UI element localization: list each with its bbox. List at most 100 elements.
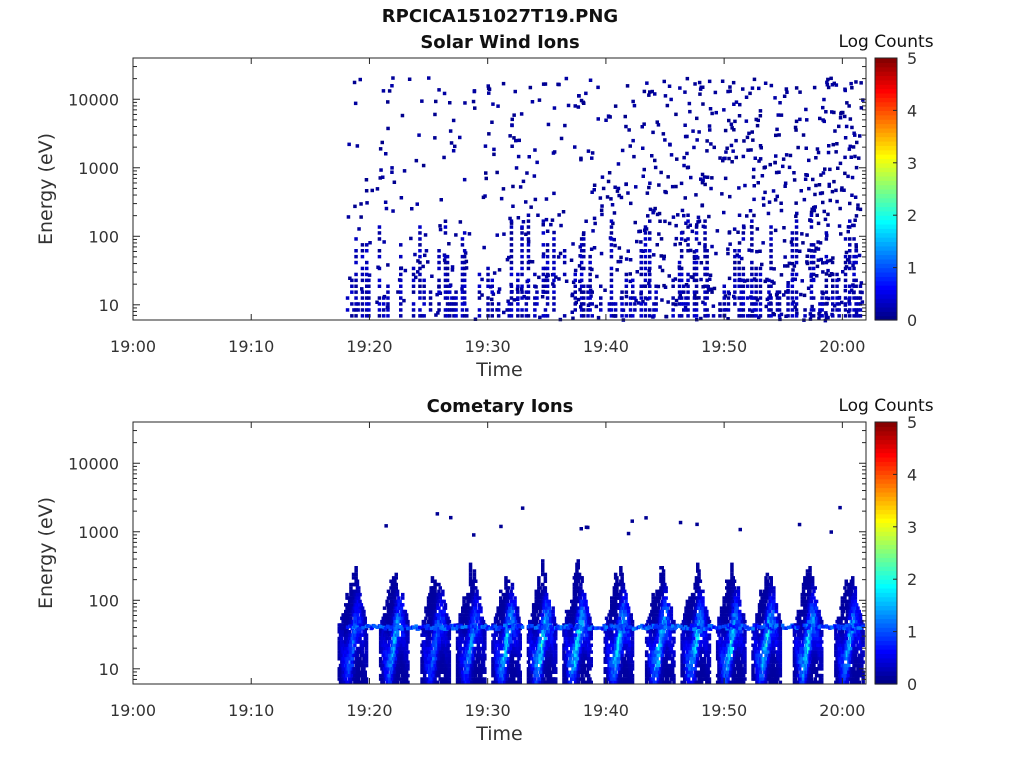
heatmap-cell [647,93,651,97]
heatmap-cell [608,115,612,119]
heatmap-cell [582,314,586,318]
heatmap-cell [448,101,452,105]
heatmap-cell [725,146,729,150]
heatmap-cell [730,160,734,164]
heatmap-cell [461,636,465,641]
heatmap-cell [426,657,431,661]
heatmap-cell [804,173,808,177]
heatmap-cell [705,139,709,143]
heatmap-cell [450,296,454,300]
heatmap-cell [567,616,571,621]
heatmap-cell [769,266,773,271]
heatmap-cell [613,308,618,312]
heatmap-cell [364,680,369,685]
heatmap-cell [573,278,577,283]
heatmap-cell [501,592,506,597]
heatmap-cell [509,272,514,277]
heatmap-cell [501,670,506,674]
heatmap-cell [726,251,730,256]
heatmap-cell [462,260,467,265]
heatmap-cell [581,650,586,654]
heatmap-cell [628,296,633,300]
heatmap-cell [509,596,513,600]
heatmap-cell [468,660,473,664]
heatmap-cell [545,296,550,300]
heatmap-cell [481,660,486,664]
heatmap-cell [849,155,853,159]
heatmap-cell [454,290,458,294]
heatmap-cell [360,296,365,300]
heatmap-cell [337,657,341,661]
heatmap-cell [424,633,428,637]
heatmap-cell [552,616,557,621]
heatmap-cell [535,673,540,678]
heatmap-cell [476,613,481,617]
heatmap-cell [853,154,857,159]
heatmap-cell [564,660,569,664]
heatmap-cell [389,660,393,664]
heatmap-cell [692,302,697,306]
heatmap-cell [483,677,487,681]
heatmap-cell [794,290,799,294]
heatmap-cell [794,201,798,205]
heatmap-cell [586,613,591,617]
heatmap-cell [782,239,787,243]
heatmap-cell [676,213,680,217]
heatmap-cell [516,216,521,220]
heatmap-cell [406,619,410,624]
heatmap-cell [345,296,350,300]
heatmap-cell [599,251,604,256]
heatmap-cell [609,314,614,318]
heatmap-cell [347,636,352,641]
heatmap-cell [756,118,760,123]
heatmap-cell [775,194,779,199]
heatmap-cell [783,255,787,259]
heatmap-cell [604,640,609,644]
heatmap-cell [856,296,860,300]
heatmap-cell [438,613,442,617]
heatmap-cell [573,268,578,273]
heatmap-cell [854,302,858,306]
colorbar-segment [875,250,897,256]
heatmap-cell [573,633,578,637]
heatmap-cell [360,663,365,668]
heatmap-cell [467,232,472,236]
heatmap-cell [811,272,816,277]
heatmap-cell [347,630,352,634]
heatmap-cell [858,314,863,318]
heatmap-cell [502,633,507,637]
heatmap-cell [827,184,831,188]
heatmap-cell [458,680,462,685]
heatmap-cell [755,123,760,128]
heatmap-cell [861,98,865,102]
heatmap-cell [708,107,713,111]
heatmap-cell [588,667,592,671]
heatmap-cell [733,254,737,259]
heatmap-cell [530,677,535,681]
heatmap-cell [787,165,792,170]
heatmap-cell [823,167,827,171]
heatmap-cell [509,640,513,644]
heatmap-cell [381,680,385,685]
heatmap-cell [727,276,732,281]
heatmap-cell [573,272,577,277]
heatmap-cell [350,290,354,294]
heatmap-cell [581,677,586,681]
heatmap-cell [520,272,524,277]
heatmap-cell [585,609,590,614]
heatmap-cell [690,229,695,234]
colorbar-segment [875,276,897,282]
heatmap-cell [390,84,394,88]
heatmap-cell [639,302,643,306]
heatmap-cell [792,178,797,182]
heatmap-cell [464,677,469,681]
heatmap-cell [683,305,688,310]
heatmap-cell [774,133,778,138]
heatmap-cell [367,314,371,318]
heatmap-cell [589,630,593,634]
heatmap-cell [446,640,450,644]
heatmap-cell [811,266,816,271]
heatmap-cell [379,168,383,172]
figure-title: RPCICA151027T19.PNG [381,6,619,27]
heatmap-cell [386,290,390,294]
